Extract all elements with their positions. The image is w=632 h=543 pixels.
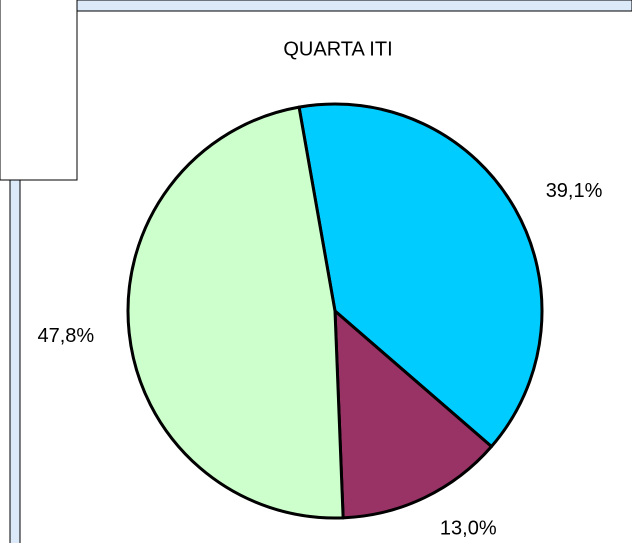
pie-slice xyxy=(126,105,345,520)
top-strip xyxy=(76,0,632,12)
side-panel xyxy=(0,0,78,181)
left-strip xyxy=(9,179,21,543)
data-label: 47,8% xyxy=(37,325,94,347)
data-label: 39,1% xyxy=(546,180,603,202)
pie-slice xyxy=(297,102,544,449)
data-label: 13,0% xyxy=(440,518,497,540)
pie-slice xyxy=(333,309,493,520)
chart-title: QUARTA ITI xyxy=(283,38,392,60)
